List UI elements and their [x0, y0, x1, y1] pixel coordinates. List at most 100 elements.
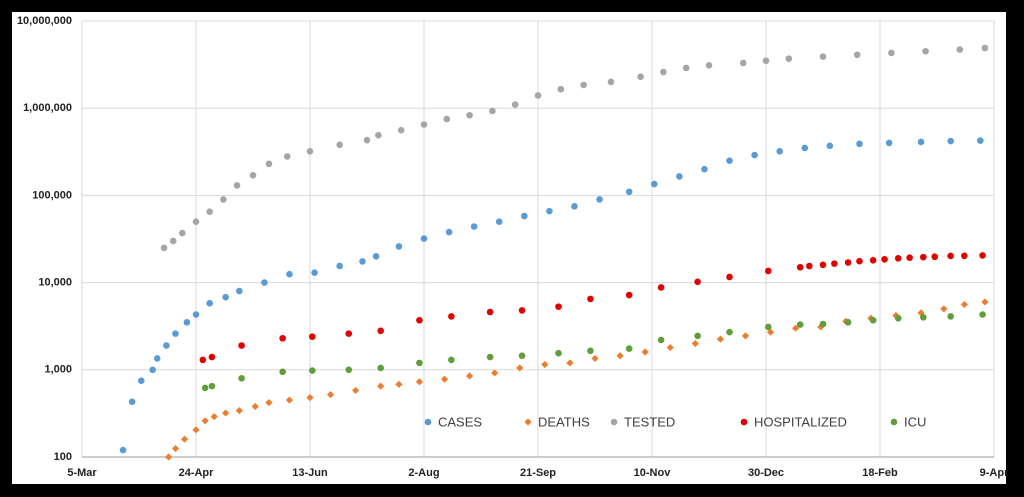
y-tick-label: 10,000,000	[17, 15, 72, 27]
data-point	[165, 453, 173, 461]
data-point	[806, 262, 813, 270]
data-point	[785, 55, 793, 62]
data-point	[819, 53, 827, 60]
data-point	[716, 335, 724, 343]
data-point	[311, 269, 318, 276]
data-point	[920, 314, 927, 321]
data-point	[171, 444, 180, 453]
data-point	[657, 336, 665, 344]
x-tick-label: 5-Mar	[67, 467, 97, 479]
data-point	[359, 258, 366, 265]
data-point	[163, 342, 170, 349]
data-point	[345, 330, 353, 337]
x-tick-label: 9-Apr	[980, 467, 1009, 479]
data-point	[625, 291, 633, 299]
data-point	[486, 353, 494, 361]
x-tick-label: 21-Sep	[520, 467, 556, 479]
data-point	[206, 208, 213, 216]
data-point	[650, 180, 658, 188]
data-point	[372, 253, 380, 260]
legend-label: TESTED	[624, 414, 675, 429]
data-point	[420, 235, 428, 242]
data-point	[764, 323, 772, 331]
data-point	[801, 144, 809, 152]
data-point	[979, 311, 986, 318]
data-point	[326, 390, 335, 399]
data-point	[238, 374, 245, 382]
data-point	[826, 142, 834, 150]
data-point	[869, 316, 877, 324]
data-point	[279, 368, 286, 376]
data-point	[981, 44, 989, 52]
data-point	[201, 417, 209, 425]
data-point	[306, 393, 314, 402]
data-point	[220, 196, 227, 203]
data-point	[265, 160, 273, 168]
data-point	[853, 51, 861, 59]
y-tick-label: 10,000	[38, 277, 72, 289]
data-point	[694, 332, 701, 340]
data-point	[831, 260, 838, 267]
data-point	[265, 399, 273, 407]
data-point	[181, 435, 189, 443]
data-point	[701, 165, 708, 173]
data-point	[153, 355, 161, 362]
data-point	[931, 253, 939, 261]
data-point	[660, 68, 667, 76]
data-point	[466, 372, 474, 380]
data-point	[521, 212, 528, 220]
data-point	[726, 273, 733, 281]
data-point	[641, 348, 649, 356]
data-point	[616, 352, 624, 360]
data-point	[236, 287, 243, 295]
data-point	[956, 46, 964, 53]
data-point	[238, 342, 245, 349]
data-point	[960, 300, 968, 309]
data-point	[557, 85, 565, 93]
data-point	[336, 141, 343, 149]
legend-label: HOSPITALIZED	[754, 414, 847, 429]
y-tick-label: 100,000	[32, 189, 72, 201]
data-point	[947, 313, 954, 320]
data-point	[587, 347, 594, 355]
data-point	[160, 244, 168, 252]
data-point	[352, 386, 360, 395]
data-point	[395, 243, 403, 250]
data-point	[682, 64, 690, 72]
data-point	[395, 380, 403, 389]
data-point	[607, 78, 615, 86]
data-point	[516, 364, 524, 372]
data-point	[416, 316, 423, 324]
legend-marker	[740, 418, 748, 426]
data-point	[249, 172, 257, 179]
y-tick-label: 1,000,000	[23, 102, 72, 114]
x-tick-label: 2-Aug	[408, 467, 439, 479]
data-point	[566, 359, 574, 367]
data-point	[420, 121, 428, 128]
data-point	[466, 111, 473, 119]
data-point	[762, 57, 770, 65]
data-point	[694, 278, 701, 286]
data-point	[591, 354, 599, 363]
data-point	[657, 284, 665, 291]
data-point	[541, 360, 549, 369]
data-point	[336, 262, 343, 270]
legend-marker	[424, 418, 432, 426]
data-point	[201, 384, 209, 392]
data-point	[856, 140, 863, 148]
data-point	[739, 59, 747, 67]
data-point	[363, 136, 371, 144]
data-point	[776, 148, 783, 155]
data-point	[856, 257, 863, 265]
data-point	[208, 382, 216, 390]
data-point	[377, 382, 385, 390]
data-point	[128, 398, 136, 406]
data-point	[179, 229, 186, 237]
data-point	[819, 320, 827, 328]
data-point	[169, 237, 177, 245]
data-point	[448, 313, 455, 320]
data-point	[233, 182, 241, 189]
data-point	[448, 356, 455, 364]
